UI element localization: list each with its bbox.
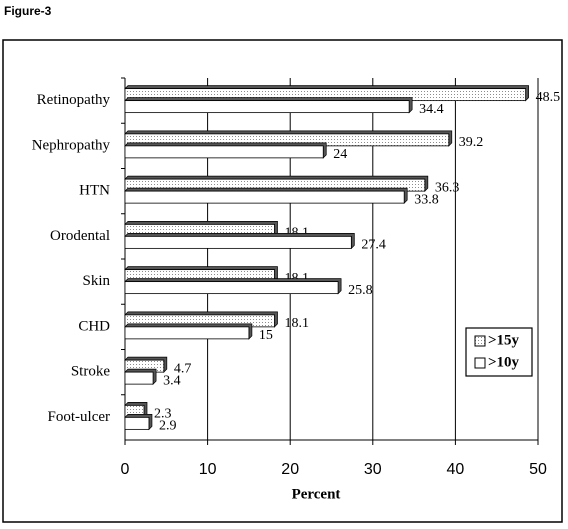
bar: [124, 281, 339, 295]
y-tick-label: Stroke: [71, 364, 111, 380]
value-label: 3.4: [163, 373, 181, 388]
value-label: 4.7: [174, 361, 192, 376]
frame: [2, 39, 563, 523]
y-tick-label: CHD: [78, 318, 110, 334]
y-tick-label: HTN: [79, 183, 110, 199]
value-label: 27.4: [361, 238, 386, 253]
y-tick-label: Foot-ulcer: [48, 409, 110, 425]
y-tick-label: Orodental: [50, 228, 110, 244]
legend-swatch: [474, 357, 486, 369]
value-label: 15: [259, 328, 273, 343]
figure-label: Figure-3: [4, 4, 52, 18]
x-tick-label: 50: [529, 461, 547, 478]
bar: [124, 326, 250, 340]
value-label: 36.3: [435, 180, 460, 195]
y-tick-label: Retinopathy: [37, 92, 111, 108]
legend-swatch: [474, 335, 486, 347]
y-tick-label: Skin: [82, 273, 110, 289]
bar: [124, 100, 410, 114]
x-axis-label: Percent: [292, 486, 341, 502]
value-label: 2.3: [154, 407, 172, 422]
value-label: 25.8: [348, 283, 373, 298]
x-tick-label: 40: [447, 461, 465, 478]
value-label: 34.4: [419, 102, 444, 117]
value-label: 18.1: [285, 316, 310, 331]
bar: [124, 416, 150, 430]
legend-label: >10y: [488, 354, 520, 370]
x-tick-label: 0: [121, 461, 130, 478]
bar: [124, 190, 405, 204]
bar: [124, 235, 352, 249]
legend-label: >15y: [488, 332, 520, 348]
value-label: 24: [333, 147, 347, 162]
x-tick-label: 20: [281, 461, 299, 478]
bar: [124, 371, 154, 385]
value-label: 2.9: [159, 419, 177, 434]
x-tick-label: 10: [199, 461, 217, 478]
value-label: 48.5: [536, 90, 561, 105]
y-tick-label: Nephropathy: [32, 137, 111, 153]
x-tick-label: 30: [364, 461, 382, 478]
bar: [124, 145, 324, 159]
value-label: 39.2: [459, 135, 484, 150]
value-label: 33.8: [414, 192, 439, 207]
